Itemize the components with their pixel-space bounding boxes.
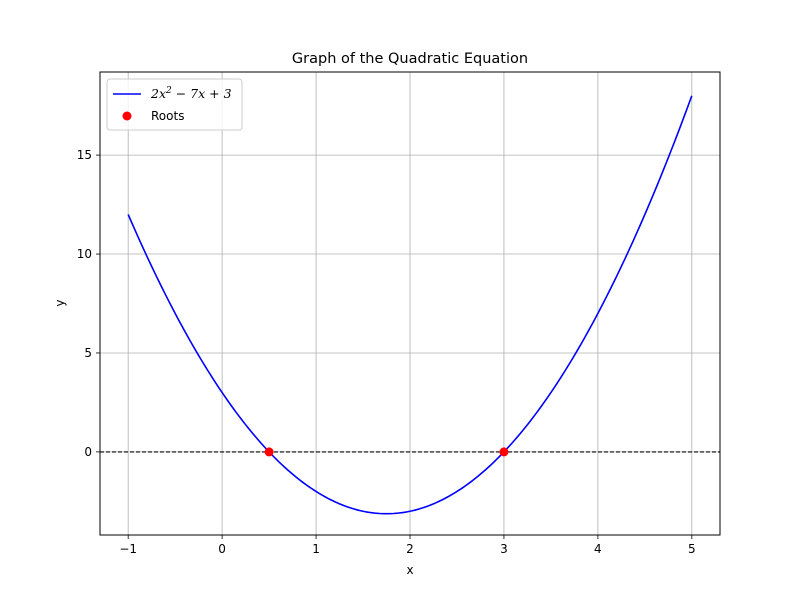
x-tick-label: 1 bbox=[312, 542, 320, 556]
chart-title: Graph of the Quadratic Equation bbox=[292, 51, 528, 67]
x-tick-label: 3 bbox=[500, 542, 508, 556]
x-tick-label: 5 bbox=[688, 542, 696, 556]
legend-label-curve: 2x2 − 7x + 3 bbox=[150, 86, 232, 101]
legend-label-curve-base: 2x bbox=[150, 86, 166, 101]
root-points bbox=[264, 447, 509, 457]
x-axis-label: x bbox=[406, 563, 413, 577]
quadratic-curve bbox=[127, 95, 693, 515]
legend-label-roots: Roots bbox=[151, 109, 184, 123]
root-point bbox=[264, 447, 274, 457]
legend-label-curve-rest: − 7x + 3 bbox=[172, 86, 232, 101]
y-axis-ticks: 0 5 10 15 bbox=[77, 148, 100, 459]
x-tick-label: −1 bbox=[119, 542, 137, 556]
x-tick-label: 2 bbox=[406, 542, 414, 556]
y-tick-label: 0 bbox=[84, 445, 92, 459]
x-tick-label: 4 bbox=[594, 542, 602, 556]
y-tick-label: 10 bbox=[77, 247, 92, 261]
legend-marker-swatch bbox=[122, 111, 132, 121]
y-tick-label: 15 bbox=[77, 148, 92, 162]
y-axis-label: y bbox=[53, 299, 67, 306]
x-tick-label: 0 bbox=[218, 542, 226, 556]
plot-area bbox=[99, 71, 721, 536]
legend-label-curve-sup: 2 bbox=[165, 86, 172, 96]
root-point bbox=[499, 447, 509, 457]
legend: 2x2 − 7x + 3 Roots bbox=[106, 78, 243, 131]
legend-box bbox=[106, 78, 243, 131]
x-axis-ticks: −1 0 1 2 3 4 5 bbox=[119, 535, 696, 556]
y-tick-label: 5 bbox=[84, 346, 92, 360]
